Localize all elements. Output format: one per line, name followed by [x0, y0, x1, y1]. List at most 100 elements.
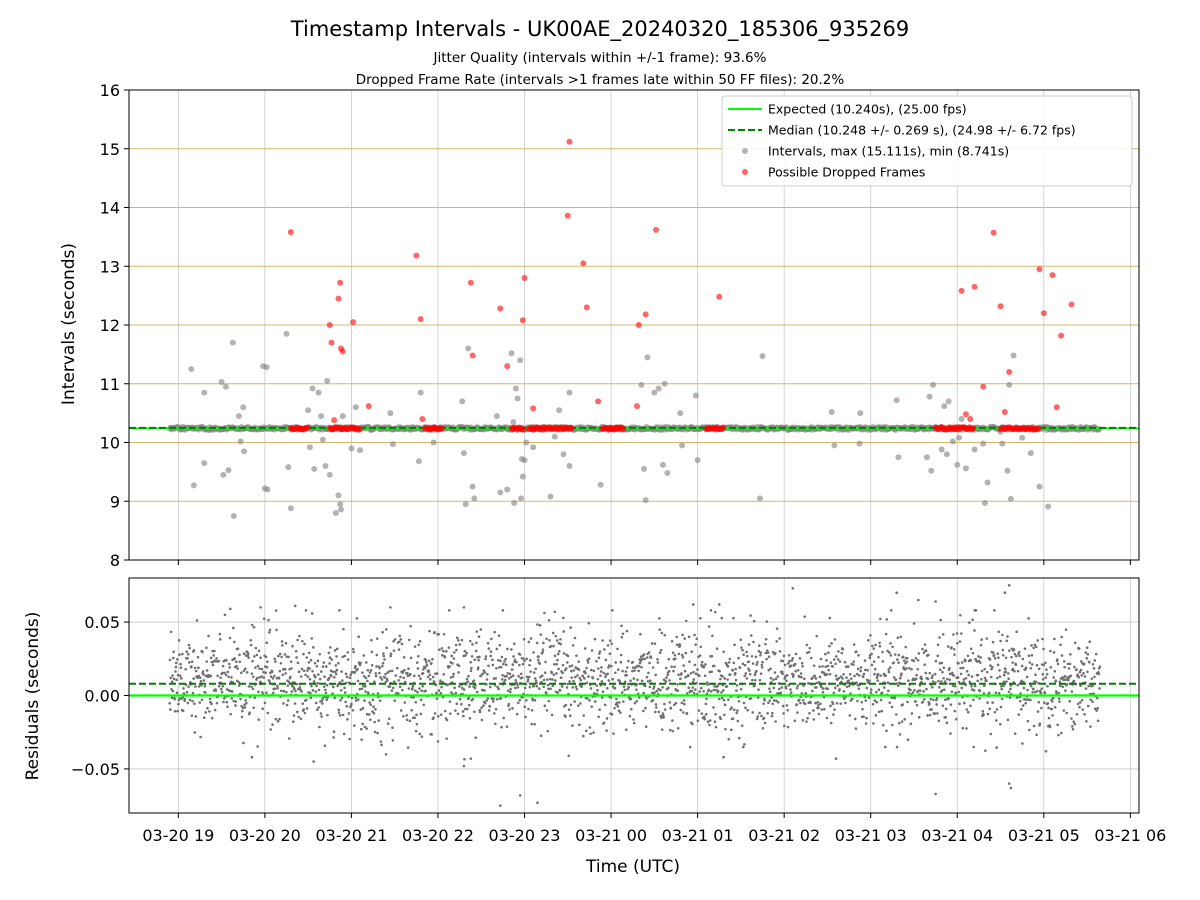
residual-point: [472, 679, 476, 682]
residual-point: [421, 671, 425, 675]
residual-point: [1001, 648, 1005, 652]
residual-point: [421, 684, 424, 688]
residual-point: [372, 711, 376, 715]
residual-point: [310, 637, 314, 640]
residual-point: [764, 642, 767, 646]
residual-point: [658, 628, 661, 631]
residual-point: [353, 671, 356, 674]
residual-point: [475, 690, 479, 694]
residual-point: [264, 655, 268, 659]
residual-point: [197, 674, 201, 678]
residual-point: [969, 647, 973, 651]
residual-point: [753, 673, 757, 677]
residual-point: [703, 717, 707, 721]
residual-point: [547, 687, 550, 691]
residual-point: [170, 696, 174, 700]
residual-point: [1052, 676, 1055, 679]
residual-point: [202, 679, 206, 682]
interval-point: [1007, 495, 1014, 502]
residual-point: [492, 712, 496, 715]
x-tick-label: 03-21 01: [662, 826, 734, 845]
dropped-frame-point: [519, 317, 526, 324]
residual-point: [484, 655, 488, 658]
residual-point: [722, 650, 725, 654]
residual-point: [405, 714, 408, 717]
residual-point: [783, 724, 786, 728]
residual-point: [635, 682, 639, 686]
residual-point: [924, 671, 928, 675]
residual-point: [521, 695, 524, 699]
residual-point: [884, 674, 888, 677]
residual-point: [742, 701, 746, 705]
residual-point: [688, 745, 692, 749]
residual-point: [547, 618, 551, 622]
chart-subtitle-dropped: Dropped Frame Rate (intervals >1 frames …: [356, 72, 845, 88]
residual-point: [1071, 727, 1075, 731]
interval-point: [560, 451, 567, 458]
residual-point: [460, 686, 464, 690]
residual-point: [260, 675, 263, 678]
residual-point: [388, 669, 391, 673]
dropped-frame-point: [356, 426, 363, 433]
residual-point: [312, 680, 316, 683]
residual-point: [1002, 684, 1005, 688]
residual-point: [538, 662, 542, 665]
residual-point: [469, 757, 473, 760]
residual-point: [1035, 663, 1039, 667]
dropped-frame-point: [339, 348, 346, 355]
residual-point: [714, 725, 718, 729]
residual-point: [1022, 686, 1026, 690]
dropped-frame-point: [438, 425, 445, 432]
interval-point: [338, 506, 345, 513]
interval-point: [283, 330, 290, 337]
interval-point: [640, 465, 647, 472]
interval-point: [332, 510, 339, 516]
residual-point: [1032, 687, 1035, 691]
residual-point: [861, 675, 865, 679]
residual-point: [767, 701, 770, 705]
residual-point: [552, 673, 556, 677]
interval-point: [521, 457, 528, 464]
interval-point: [285, 464, 292, 471]
residual-point: [960, 661, 964, 664]
residual-point: [487, 709, 491, 712]
residual-point: [992, 651, 995, 655]
residual-point: [424, 658, 428, 662]
residual-point: [584, 671, 587, 675]
residual-point: [853, 717, 857, 721]
residual-point: [771, 650, 775, 654]
residual-point: [720, 691, 723, 694]
interval-point: [1004, 467, 1011, 474]
residual-point: [587, 621, 591, 625]
residual-point: [804, 691, 808, 695]
residual-point: [503, 678, 507, 682]
residual-point: [293, 604, 297, 608]
residual-point: [652, 685, 656, 688]
residual-point: [602, 671, 605, 675]
residual-point: [532, 684, 536, 688]
residual-point: [917, 716, 921, 719]
legend-box: [721, 95, 1133, 187]
residual-point: [285, 703, 289, 707]
residual-point: [905, 667, 908, 670]
residual-point: [842, 673, 845, 676]
residual-point: [827, 651, 830, 655]
residual-point: [440, 685, 443, 689]
residual-point: [435, 697, 439, 700]
residual-point: [246, 652, 250, 656]
residual-point: [1049, 649, 1052, 653]
interval-point: [677, 410, 684, 417]
residual-point: [771, 702, 775, 706]
residual-point: [670, 665, 673, 669]
residual-point: [645, 675, 649, 679]
residual-point: [961, 726, 965, 730]
residual-point: [536, 658, 540, 662]
residual-point: [448, 712, 452, 715]
residual-point: [541, 650, 544, 654]
residual-point: [899, 635, 902, 639]
residual-point: [881, 650, 884, 654]
residual-point: [236, 647, 240, 651]
residual-point: [847, 665, 850, 668]
residual-point: [794, 652, 798, 656]
residual-point: [603, 648, 606, 651]
